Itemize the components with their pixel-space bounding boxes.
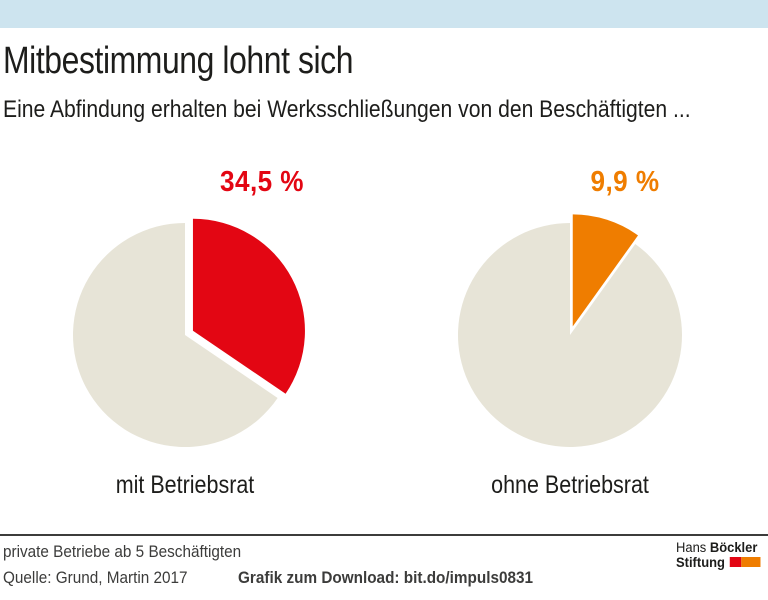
logo-orange-block-icon [741,557,761,567]
pie-value-ohne-betriebsrat: 9,9 % [590,166,660,198]
pie-chart-ohne-betriebsrat [440,205,700,465]
pie-slice-value [572,214,639,327]
logo-stiftung: Stiftung [676,555,725,570]
footer-download-link[interactable]: Grafik zum Download: bit.do/impuls0831 [238,568,533,587]
pie-value-mit-betriebsrat: 34,5 % [220,166,304,198]
pie-slice-value [192,218,305,394]
logo-line1: Hans Böckler [676,540,760,555]
logo-color-blocks [729,555,761,570]
pie-caption-ohne-betriebsrat: ohne Betriebsrat [491,471,649,499]
pie-slice-rest [457,223,682,447]
footer-source: Quelle: Grund, Martin 2017 [3,568,188,587]
logo-red-block-icon [729,557,742,567]
top-accent-bar [0,0,768,28]
pie-chart-mit-betriebsrat [55,205,315,465]
logo-hans: Hans [676,540,710,555]
logo-line2: Stiftung [676,555,761,570]
logo-boeckler: Böckler [709,540,758,555]
pie-svg [457,214,682,447]
pie-caption-mit-betriebsrat: mit Betriebsrat [115,471,255,499]
footer-divider [0,534,768,536]
hans-boeckler-stiftung-logo: Hans Böckler Stiftung [676,540,761,570]
page-title: Mitbestimmung lohnt sich [3,40,354,82]
page-subtitle: Eine Abfindung erhalten bei Werksschließ… [3,96,691,123]
footer-note: private Betriebe ab 5 Beschäftigten [3,542,242,561]
pie-slice-rest [72,223,278,447]
pie-svg [72,218,305,447]
